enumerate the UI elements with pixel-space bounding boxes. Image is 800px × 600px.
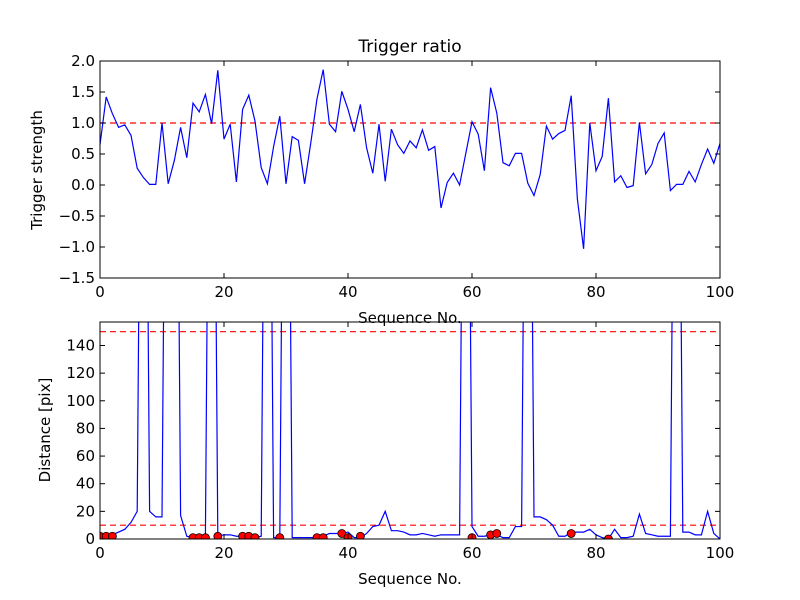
bottom-y-tick-label: 40 bbox=[76, 475, 95, 493]
bottom-y-tick-label: 100 bbox=[66, 392, 95, 410]
bottom-data-marker bbox=[318, 533, 328, 539]
bottom-x-tick-label: 100 bbox=[706, 544, 735, 562]
top-chart-title: Trigger ratio bbox=[357, 37, 461, 57]
bottom-y-tick-label: 0 bbox=[85, 530, 95, 548]
bottom-x-tick-label: 80 bbox=[586, 544, 605, 562]
bottom-axis-ticks: 0 20 40 60 80 100 140 120 100 80 60 40 20 0 bbox=[66, 322, 734, 562]
bottom-data-marker bbox=[604, 534, 613, 539]
bottom-x-axis-label: Sequence No. bbox=[358, 570, 462, 588]
bottom-y-tick-label: 140 bbox=[66, 336, 95, 354]
top-series-line bbox=[100, 69, 720, 249]
bottom-y-tick-label: 20 bbox=[76, 502, 95, 520]
top-x-tick-label: 40 bbox=[338, 283, 357, 301]
bottom-plot-frame bbox=[99, 321, 721, 540]
bottom-y-tick-label: 120 bbox=[66, 364, 95, 382]
top-y-axis-label: Trigger strength bbox=[28, 110, 46, 231]
top-axis-ticks: 0 20 40 60 80 100 2.0 1.5 1.0 0.5 0.0 −0.5 −1.0 −1.5 bbox=[59, 52, 735, 301]
bottom-data-marker bbox=[337, 529, 347, 538]
top-y-tick-label: 0.5 bbox=[71, 145, 95, 163]
top-y-tick-label: 2.0 bbox=[71, 52, 95, 70]
top-x-tick-label: 100 bbox=[706, 283, 735, 301]
top-y-tick-label: −1.0 bbox=[59, 238, 95, 256]
bottom-data-marker bbox=[356, 531, 365, 539]
top-x-tick-label: 20 bbox=[214, 283, 233, 301]
top-y-tick-label: −0.5 bbox=[59, 207, 95, 225]
bottom-plot-area bbox=[100, 322, 720, 539]
bottom-x-tick-label: 60 bbox=[462, 544, 481, 562]
bottom-y-tick-label: 80 bbox=[76, 419, 95, 437]
top-x-tick-label: 0 bbox=[95, 283, 105, 301]
top-x-tick-label: 60 bbox=[462, 283, 481, 301]
bottom-y-tick-label: 60 bbox=[76, 447, 95, 465]
bottom-data-marker bbox=[213, 531, 223, 539]
top-x-tick-label: 80 bbox=[586, 283, 605, 301]
top-y-tick-label: −1.5 bbox=[59, 269, 95, 287]
bottom-data-marker bbox=[275, 533, 285, 539]
bottom-data-marker bbox=[201, 533, 210, 539]
bottom-data-marker bbox=[492, 529, 502, 538]
bottom-data-marker bbox=[250, 533, 260, 539]
top-plot-area bbox=[100, 69, 720, 249]
top-x-axis-label: Sequence No. bbox=[358, 309, 462, 327]
distance-plot: Distance [pix] Sequence No. 0 20 40 60 80 100… bbox=[36, 321, 734, 588]
trigger-ratio-plot: Trigger ratio Trigger strength Sequence … bbox=[28, 37, 734, 327]
top-plot-frame bbox=[99, 60, 721, 279]
bottom-data-marker bbox=[108, 531, 117, 539]
bottom-data-marker bbox=[566, 529, 576, 538]
bottom-x-tick-label: 40 bbox=[338, 544, 357, 562]
bottom-x-tick-label: 0 bbox=[95, 544, 105, 562]
bottom-y-axis-label: Distance [pix] bbox=[36, 378, 54, 483]
top-y-tick-label: 1.5 bbox=[71, 83, 95, 101]
bottom-series-line bbox=[100, 322, 720, 539]
bottom-x-tick-label: 20 bbox=[214, 544, 233, 562]
top-y-tick-label: 0.0 bbox=[71, 176, 95, 194]
top-y-tick-label: 1.0 bbox=[71, 114, 95, 132]
